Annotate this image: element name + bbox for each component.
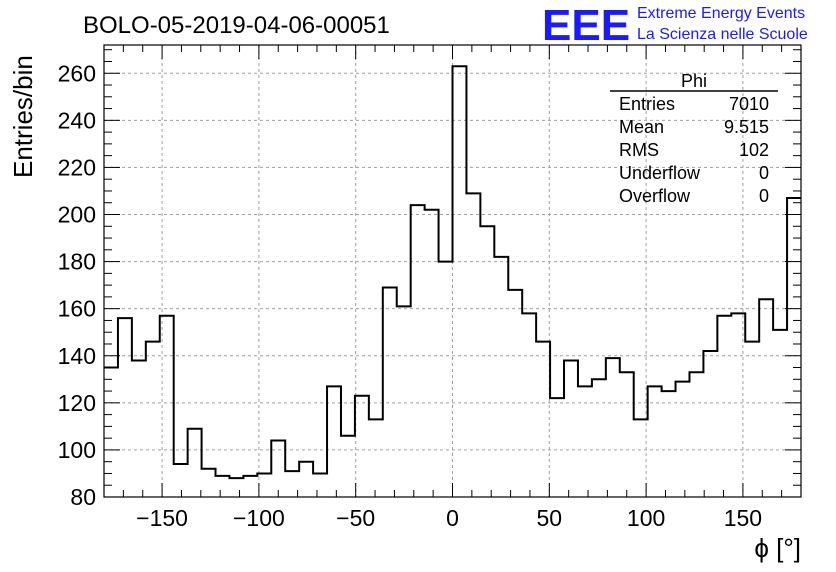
stats-rows: Entries 7010 Mean 9.515 RMS 102 Underflow 0 Over… xyxy=(619,94,769,206)
eee-logo-mark: EEE xyxy=(542,1,630,50)
histogram-bin xyxy=(536,342,550,497)
y-tick-label: 120 xyxy=(58,390,96,416)
histogram-bin xyxy=(606,358,620,497)
histogram-bin xyxy=(453,66,467,497)
histogram-bin xyxy=(188,429,202,497)
x-tick-label: 100 xyxy=(627,505,665,531)
histogram-bin xyxy=(104,368,118,497)
histogram-bin xyxy=(341,436,355,497)
y-tick-label: 220 xyxy=(58,154,96,180)
histogram-bin xyxy=(648,386,662,497)
y-tick-labels: 80 100 120 140 160 180 200 220 240 260 xyxy=(58,60,96,510)
histogram-bin xyxy=(494,257,508,497)
y-tick-label: 200 xyxy=(58,202,96,228)
histogram-bin xyxy=(118,318,132,497)
histogram-bin xyxy=(480,226,494,497)
histogram-bin xyxy=(620,372,634,497)
histogram-bin xyxy=(662,391,676,497)
histogram-bin xyxy=(634,419,648,497)
x-tick-labels: −150 −100 −50 0 50 100 150 xyxy=(136,505,762,531)
histogram-bin xyxy=(355,396,369,497)
histogram-bin xyxy=(299,462,313,497)
histogram-bin xyxy=(731,313,745,497)
histogram-bin xyxy=(327,386,341,497)
histogram-bin xyxy=(243,476,257,497)
histogram-bin xyxy=(411,205,425,497)
x-tick-label: −100 xyxy=(233,505,285,531)
stats-box: Phi Entries 7010 Mean 9.515 RMS 102 Underflow 0… xyxy=(610,71,778,206)
histogram-bin xyxy=(564,360,578,497)
y-tick-label: 140 xyxy=(58,343,96,369)
histogram-bin xyxy=(397,306,411,497)
histogram-bin xyxy=(383,287,397,497)
stats-row-label: Overflow xyxy=(619,186,691,206)
histogram-bin xyxy=(132,360,146,497)
histogram-bin xyxy=(216,476,230,497)
stats-row-value: 9.515 xyxy=(724,117,769,137)
y-axis-label: Entries/bin xyxy=(8,55,38,178)
histogram-bin xyxy=(676,382,690,497)
y-tick-label: 180 xyxy=(58,249,96,275)
x-tick-label: 0 xyxy=(446,505,459,531)
x-tick-label: 50 xyxy=(537,505,563,531)
histogram-bin xyxy=(160,316,174,497)
y-tick-label: 80 xyxy=(70,484,96,510)
chart-title: BOLO-05-2019-04-06-00051 xyxy=(83,12,390,39)
histogram-bin xyxy=(425,210,439,497)
x-tick-label: −50 xyxy=(336,505,375,531)
histogram-bin xyxy=(592,379,606,497)
stats-row-label: RMS xyxy=(619,140,659,160)
histogram-bin xyxy=(717,316,731,497)
histogram-line xyxy=(104,65,801,480)
eee-logo: EEE Extreme Energy Events La Scienza nel… xyxy=(542,1,808,50)
histogram-bin xyxy=(578,386,592,497)
histogram-bin xyxy=(466,193,480,497)
stats-row-value: 0 xyxy=(759,163,769,183)
x-axis-label: ϕ [°] xyxy=(754,533,801,563)
x-tick-label: 150 xyxy=(724,505,762,531)
stats-row-label: Entries xyxy=(619,94,675,114)
y-tick-label: 100 xyxy=(58,437,96,463)
histogram-bin xyxy=(787,198,801,497)
histogram-bin xyxy=(550,398,564,497)
histogram-bin xyxy=(257,473,271,497)
stats-box-name: Phi xyxy=(681,71,707,91)
eee-logo-line1: Extreme Energy Events xyxy=(637,5,805,22)
x-tick-label: −150 xyxy=(136,505,188,531)
stats-row-value: 7010 xyxy=(729,94,769,114)
y-tick-label: 240 xyxy=(58,107,96,133)
histogram-bin xyxy=(271,441,285,498)
y-tick-label: 260 xyxy=(58,60,96,86)
histogram-bin xyxy=(745,342,759,497)
stats-row-label: Underflow xyxy=(619,163,701,183)
histogram-bin xyxy=(174,464,188,497)
histogram-bin xyxy=(773,330,787,497)
histogram-bin xyxy=(703,351,717,497)
y-tick-label: 160 xyxy=(58,296,96,322)
histogram-bin xyxy=(439,262,453,497)
histogram-bin xyxy=(202,469,216,497)
histogram-bin xyxy=(522,313,536,497)
histogram-bin xyxy=(689,372,703,497)
histogram-bin xyxy=(759,299,773,497)
histogram-bin xyxy=(146,342,160,497)
stats-row-value: 102 xyxy=(739,140,769,160)
histogram-bin xyxy=(369,419,383,497)
histogram-bin xyxy=(313,473,327,497)
axis-ticks xyxy=(103,45,802,498)
stats-row-value: 0 xyxy=(759,186,769,206)
histogram-bin xyxy=(229,478,243,497)
histogram-bins xyxy=(104,66,801,497)
histogram-bin xyxy=(285,471,299,497)
stats-row-label: Mean xyxy=(619,117,664,137)
eee-logo-line2: La Scienza nelle Scuole xyxy=(637,26,808,43)
histogram-bin xyxy=(508,290,522,497)
